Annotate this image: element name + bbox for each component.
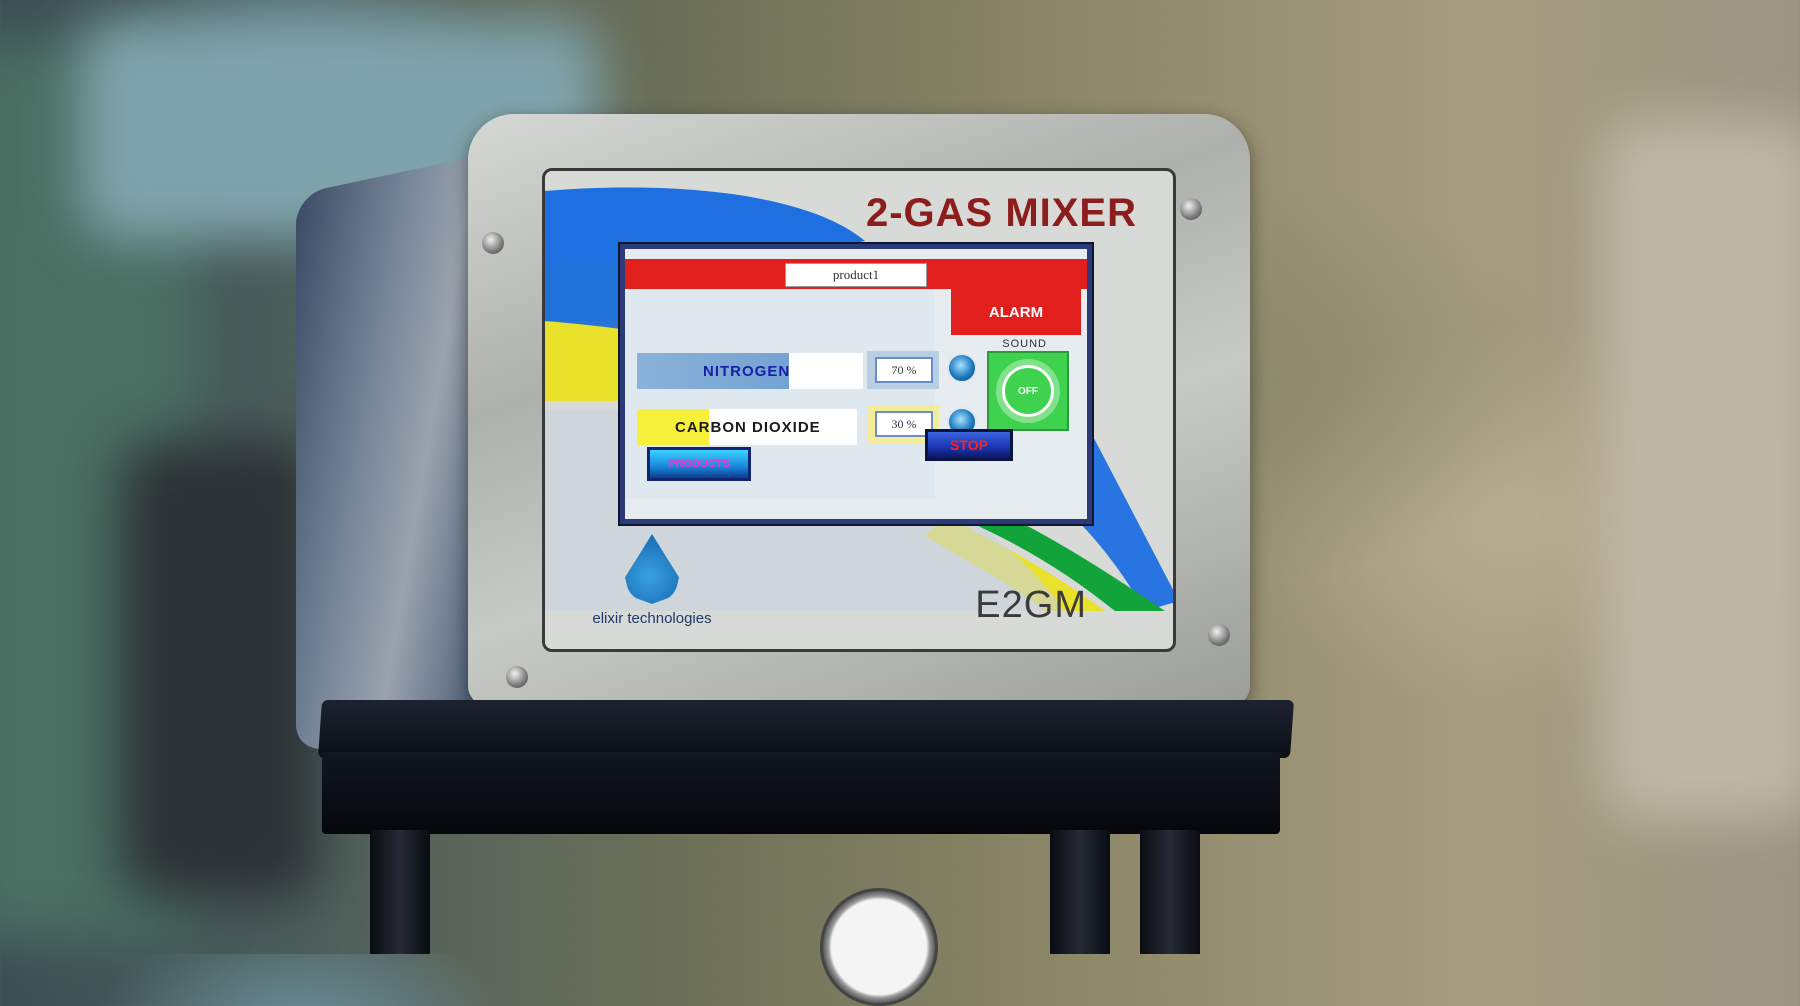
co2-label: CARBON DIOXIDE: [675, 418, 821, 436]
nitrogen-percent-field[interactable]: 70 %: [875, 357, 933, 383]
brand-name: elixir technologies: [592, 610, 712, 627]
sound-state-label: OFF: [1018, 385, 1038, 397]
pressure-gauge-icon: [820, 888, 938, 1006]
nitrogen-adjust-knob[interactable]: [947, 353, 977, 383]
screw-icon: [1208, 624, 1230, 646]
model-label: E2GM: [975, 584, 1087, 626]
screw-icon: [482, 232, 504, 254]
speaker-icon: OFF: [1002, 365, 1054, 417]
sound-label: SOUND: [1002, 338, 1047, 350]
screw-icon: [506, 666, 528, 688]
co2-percent-field[interactable]: 30 %: [875, 411, 933, 437]
product-name-field[interactable]: product1: [785, 263, 927, 287]
stand-leg: [1050, 830, 1110, 954]
background-blur-right: [1600, 120, 1800, 820]
stop-button[interactable]: STOP: [925, 429, 1013, 461]
nitrogen-label: NITROGEN: [703, 362, 791, 380]
products-button[interactable]: PRODUCTS: [647, 447, 751, 481]
water-drop-icon: [625, 534, 679, 604]
stand-frame: [322, 752, 1280, 834]
panel-title: 2-GAS MIXER: [865, 191, 1137, 235]
stand-top-plate: [317, 700, 1295, 758]
touchscreen-display: product1 ALARM SOUND OFF NITROGEN 70 % C…: [620, 244, 1092, 524]
screw-icon: [1180, 198, 1202, 220]
brand-logo: elixir technologies: [577, 534, 727, 627]
background-blur-dark: [120, 440, 320, 900]
stand-leg: [1140, 830, 1200, 954]
co2-bar-label-row: CARBON DIOXIDE: [637, 409, 857, 445]
stand-leg: [370, 830, 430, 954]
co2-bar-fill: [637, 409, 709, 445]
alarm-indicator: ALARM: [951, 289, 1081, 335]
sound-toggle-button[interactable]: OFF: [987, 351, 1069, 431]
nitrogen-bar-remainder: [789, 353, 863, 389]
